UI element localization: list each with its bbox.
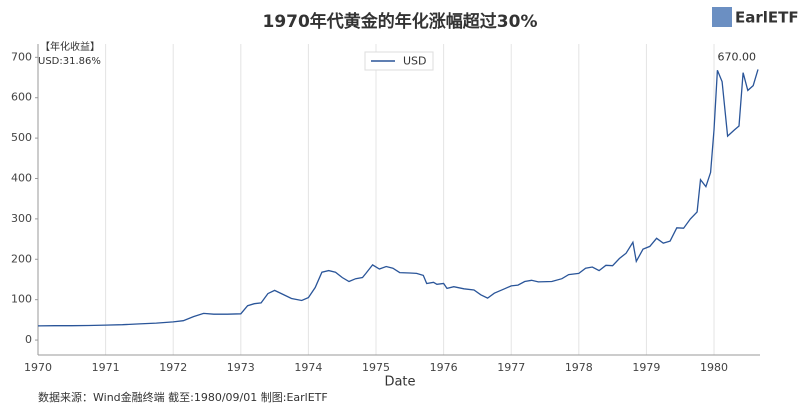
legend-label: USD bbox=[403, 55, 427, 68]
y-tick-label: 200 bbox=[11, 252, 32, 265]
x-tick-label: 1974 bbox=[294, 361, 322, 374]
logo: EarlETF bbox=[735, 9, 799, 27]
y-tick-label: 600 bbox=[11, 91, 32, 104]
note: USD:31.86% bbox=[38, 56, 101, 67]
y-tick-label: 500 bbox=[11, 131, 32, 144]
x-tick-label: 1977 bbox=[497, 361, 525, 374]
y-tick-label: 0 bbox=[25, 333, 32, 346]
source: 数据来源：Wind金融终端 截至:1980/09/01 制图:EarlETF bbox=[38, 390, 328, 404]
logo-icon bbox=[712, 7, 732, 27]
x-tick-label: 1973 bbox=[227, 361, 255, 374]
y-tick-label: 700 bbox=[11, 50, 32, 63]
x-tick-label: 1971 bbox=[92, 361, 120, 374]
x-tick-label: 1978 bbox=[565, 361, 593, 374]
x-tick-label: 1975 bbox=[362, 361, 390, 374]
line bbox=[37, 69, 759, 327]
y-tick-label: 300 bbox=[11, 212, 32, 225]
y-tick-label: 100 bbox=[11, 293, 32, 306]
x-tick-label: 1979 bbox=[632, 361, 660, 374]
y-tick-label: 400 bbox=[11, 171, 32, 184]
x-tick-label: 1980 bbox=[700, 361, 728, 374]
x-tick-label: 1972 bbox=[159, 361, 187, 374]
legend-box bbox=[364, 51, 434, 71]
data-label: 670.00 bbox=[717, 50, 756, 63]
subtitle: 【年化收益】 bbox=[40, 40, 100, 53]
x-axis-label: Date bbox=[384, 375, 415, 390]
x-tick-label: 1976 bbox=[430, 361, 458, 374]
x-tick-label: 1970 bbox=[24, 361, 52, 374]
chart-title: 1970年代黄金的年化涨幅超过30% bbox=[262, 11, 537, 32]
